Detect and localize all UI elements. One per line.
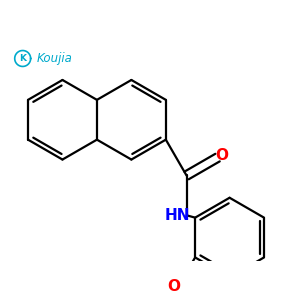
Text: HN: HN xyxy=(164,208,190,223)
Text: O: O xyxy=(167,279,180,294)
Text: O: O xyxy=(215,148,228,163)
Text: Koujia: Koujia xyxy=(36,52,72,65)
Text: K: K xyxy=(19,54,26,63)
